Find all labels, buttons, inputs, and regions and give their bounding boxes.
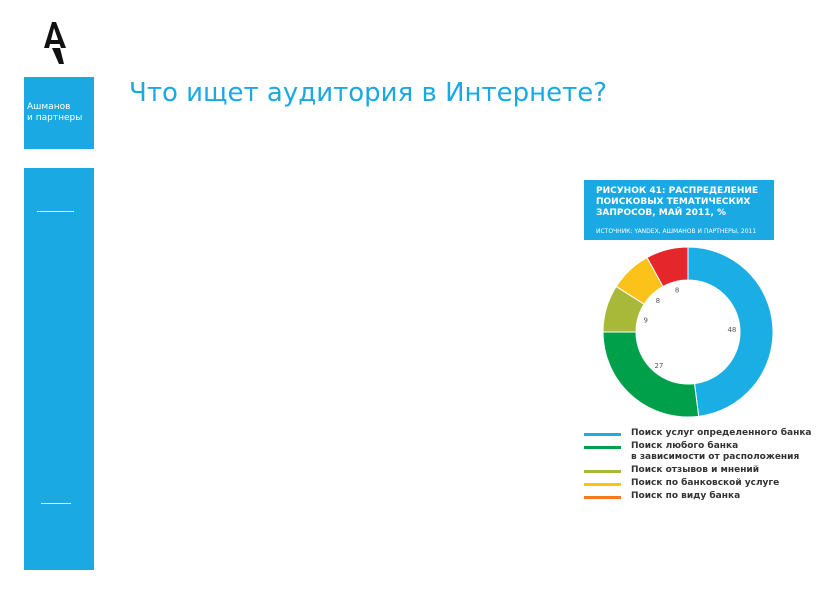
data-label-2: 27 [654,362,663,370]
figure-header: РИСУНОК 41: РАСПРЕДЕЛЕНИЕ ПОИСКОВЫХ ТЕМА… [584,180,774,240]
sidebar-brand-panel: Ашманов и партнеры [24,77,94,149]
brand-logo-icon [38,18,72,66]
legend-swatch [584,446,621,449]
legend-label: Поиск любого банка в зависимости от расп… [631,441,800,462]
legend-label: Поиск по виду банка [631,491,741,501]
data-label-3: 9 [644,317,648,325]
sidebar-divider-top [37,211,74,212]
brand-line1: Ашманов [27,102,71,112]
legend-swatch [584,433,621,436]
legend-swatch [584,496,621,499]
legend-label: Поиск отзывов и мнений [631,465,760,475]
donut-slice-5 [646,246,689,288]
sidebar-panel [24,168,94,570]
page-title: Что ищет аудитория в Интернете? [129,78,608,108]
figure-source: ИСТОЧНИК: YANDEX, АШМАНОВ И ПАРТНЕРЫ, 20… [596,228,757,235]
donut-chart: 48 27 9 8 8 [602,246,774,418]
brand-name: Ашманов и партнеры [27,102,82,124]
legend-item: Поиск отзывов и мнений [584,465,822,478]
legend-label: Поиск услуг определенного банка [631,428,812,438]
legend-swatch [584,483,621,486]
legend-item: Поиск по банковской услуге [584,478,822,491]
legend-swatch [584,470,621,473]
sidebar-divider-bottom [41,503,71,504]
figure-title: РИСУНОК 41: РАСПРЕДЕЛЕНИЕ ПОИСКОВЫХ ТЕМА… [596,186,759,218]
data-label-1: 48 [727,326,736,334]
legend-label: Поиск по банковской услуге [631,478,780,488]
data-label-5: 8 [675,286,679,294]
legend-item: Поиск по виду банка [584,491,822,504]
donut-slice-2 [602,331,700,418]
data-label-4: 8 [656,297,660,305]
chart-legend: Поиск услуг определенного банка Поиск люб… [584,428,822,504]
legend-item: Поиск любого банка в зависимости от расп… [584,441,822,465]
donut-slice-1 [687,246,774,417]
legend-item: Поиск услуг определенного банка [584,428,822,441]
brand-line2: и партнеры [27,113,83,123]
